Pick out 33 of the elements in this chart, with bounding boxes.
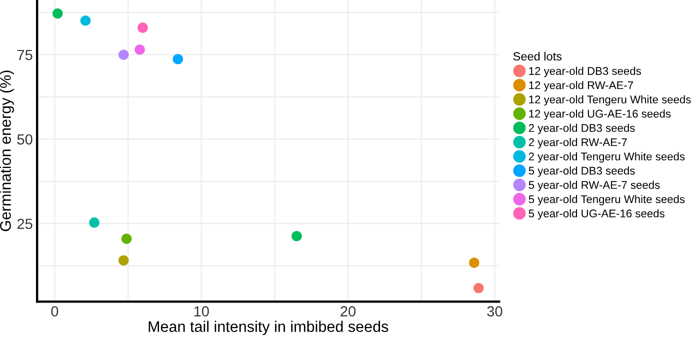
x-tick-label: 30 bbox=[487, 306, 502, 316]
point bbox=[172, 54, 184, 64]
x-tick-label: 10 bbox=[194, 306, 209, 316]
legend-label: 2 year-old Tengeru White seeds bbox=[528, 152, 685, 163]
legend-label: 12 year-old RW-AE-7 bbox=[529, 81, 633, 92]
point bbox=[292, 230, 302, 242]
point bbox=[118, 255, 129, 266]
y-tick-label: 25 bbox=[17, 218, 32, 230]
y-axis-title: Germination energy (%) bbox=[0, 70, 14, 232]
x-tick-label: 0 bbox=[51, 306, 58, 316]
legend-label: 2 year-old DB3 seeds bbox=[528, 124, 635, 134]
legend-label: 12 year-old Tengeru White seeds bbox=[529, 95, 691, 106]
legend-title: Seed lots bbox=[513, 52, 562, 61]
legend-label: 5 year-old DB3 seeds bbox=[528, 166, 635, 177]
point bbox=[473, 282, 484, 294]
legend-label: 5 year-old UG-AE-16 seeds bbox=[528, 209, 664, 220]
x-tick-label: 20 bbox=[340, 306, 356, 316]
point bbox=[469, 258, 480, 268]
legend-label: 5 year-old RW-AE-7 seeds bbox=[528, 180, 660, 192]
y-tick-label: 50 bbox=[17, 134, 32, 145]
legend-label: 5 year-old Tengeru White seeds bbox=[528, 194, 685, 206]
point bbox=[89, 217, 100, 228]
x-axis-title: Mean tail intensity in imbibed seeds bbox=[148, 320, 388, 336]
legend-label: 12 year-old DB3 seeds bbox=[529, 66, 641, 78]
point bbox=[52, 8, 63, 19]
point bbox=[121, 234, 132, 244]
point bbox=[80, 15, 91, 26]
point bbox=[118, 50, 129, 60]
legend-label: 12 year-old UG-AE-16 seeds bbox=[529, 110, 671, 120]
y-tick-label: 75 bbox=[17, 50, 32, 60]
point bbox=[138, 22, 148, 33]
point bbox=[134, 44, 145, 55]
legend-label: 2 year-old RW-AE-7 bbox=[528, 138, 627, 148]
